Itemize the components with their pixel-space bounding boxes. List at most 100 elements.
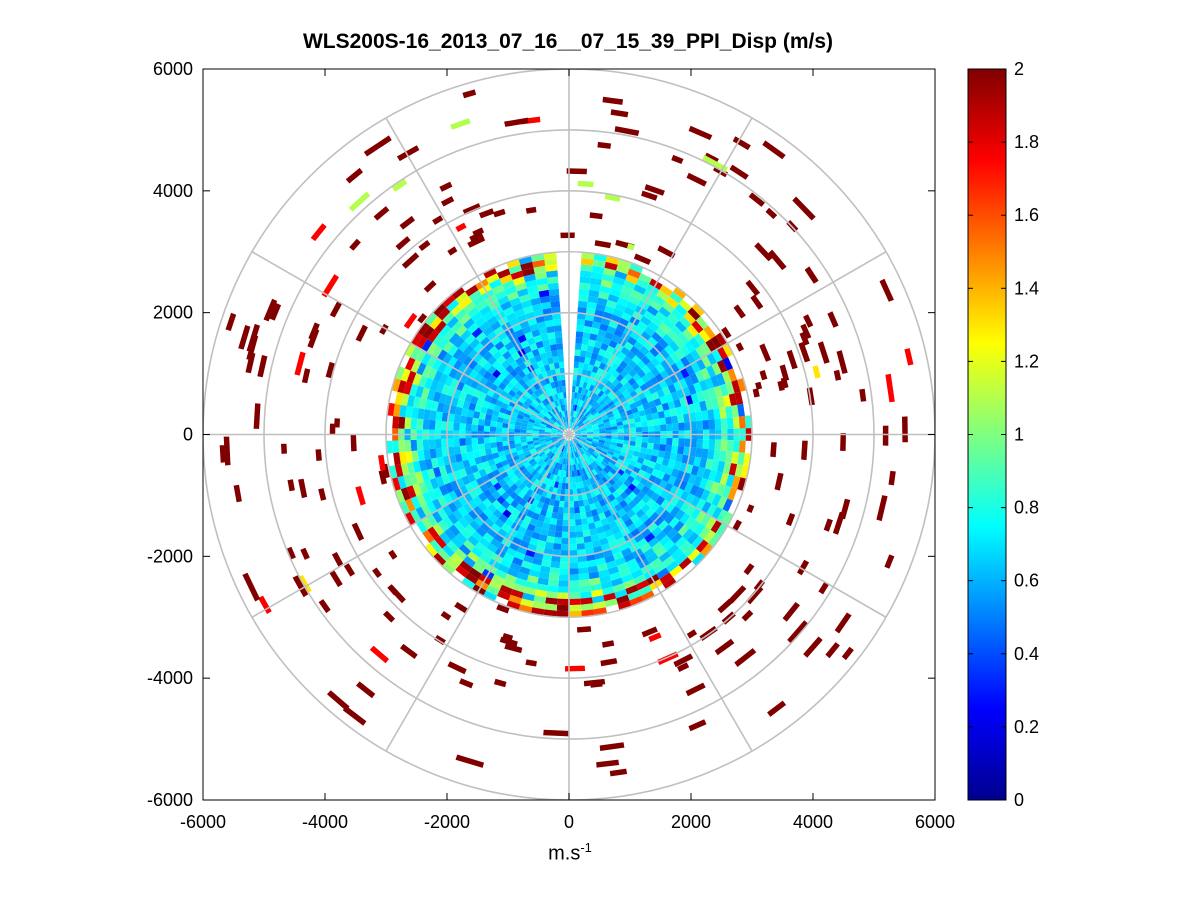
field-cell (674, 320, 687, 333)
field-cell (607, 566, 620, 575)
field-cell (437, 337, 449, 350)
field-cell (469, 231, 484, 242)
field-cell (818, 582, 829, 595)
field-cell (574, 506, 580, 514)
field-cell (611, 525, 621, 535)
field-cell (471, 437, 478, 445)
field-cell (579, 462, 584, 469)
field-cell (640, 527, 652, 538)
field-cell (546, 479, 553, 486)
field-cell (591, 410, 598, 416)
field-cell (719, 383, 729, 397)
field-cell (659, 444, 667, 452)
field-cell (578, 288, 590, 296)
field-cell (472, 450, 481, 459)
field-cell (406, 462, 416, 475)
field-cell (603, 592, 617, 602)
field-cell (530, 392, 538, 400)
field-cell (569, 574, 580, 581)
field-cell (569, 531, 577, 539)
field-cell (578, 362, 585, 369)
field-cell (600, 469, 608, 477)
field-cell (528, 467, 536, 474)
field-cell (584, 319, 594, 328)
field-cell (573, 438, 579, 443)
field-cell (539, 295, 551, 304)
field-cell (521, 299, 532, 309)
field-cell (733, 304, 746, 319)
field-cell (571, 464, 575, 471)
field-cell (511, 411, 519, 418)
field-cell (547, 411, 554, 417)
field-cell (643, 341, 654, 352)
field-cell (516, 288, 529, 298)
field-cell (684, 340, 696, 353)
field-cell (902, 416, 908, 443)
field-cell (583, 388, 589, 396)
field-cell (651, 468, 660, 478)
field-cell (421, 503, 432, 517)
field-cell (501, 377, 511, 386)
field-cell (714, 471, 723, 484)
field-cell (785, 513, 796, 527)
field-cell (619, 411, 627, 418)
field-cell (594, 240, 612, 249)
field-cell (506, 258, 521, 269)
field-cell (427, 489, 438, 502)
field-cell (431, 358, 443, 371)
field-cell (695, 498, 707, 511)
field-cell (457, 506, 469, 517)
field-cell (565, 446, 568, 453)
field-cell (604, 529, 614, 538)
field-cell (427, 367, 438, 380)
field-cell (526, 407, 534, 414)
field-cell (509, 491, 518, 500)
field-cell (636, 538, 648, 549)
field-cell (561, 482, 566, 490)
field-cell (395, 236, 411, 251)
field-cell (478, 412, 487, 420)
field-cell (540, 423, 547, 427)
field-cell (484, 442, 491, 450)
field-cell (552, 543, 562, 550)
field-cell (598, 399, 606, 406)
field-cell (623, 495, 633, 505)
field-cell (526, 438, 533, 442)
field-cell (564, 495, 569, 502)
field-cell (458, 517, 470, 529)
field-cell (598, 569, 610, 578)
field-cell (545, 414, 551, 420)
field-cell (487, 494, 497, 504)
field-cell (508, 440, 515, 446)
field-cell (506, 479, 515, 488)
field-cell (478, 468, 487, 478)
field-cell (575, 398, 580, 406)
field-cell (471, 327, 483, 339)
field-cell (707, 409, 715, 420)
field-cell (532, 399, 540, 406)
field-cell (554, 400, 559, 407)
field-cell (434, 439, 442, 449)
field-cell (455, 754, 484, 768)
field-cell (558, 405, 563, 412)
field-cell (468, 509, 479, 521)
field-cell (596, 367, 604, 376)
field-cell (768, 249, 787, 271)
field-cell (580, 439, 586, 443)
field-cell (475, 300, 489, 312)
field-cell (421, 365, 432, 378)
azimuth-spoke (568, 251, 887, 436)
field-cell (429, 539, 443, 553)
field-cell (695, 539, 709, 553)
field-cell (442, 311, 455, 325)
field-cell (884, 554, 895, 569)
field-cell (722, 511, 734, 526)
field-cell (715, 332, 728, 347)
field-cell (611, 362, 620, 371)
field-cell (574, 429, 581, 433)
field-cell (434, 535, 447, 549)
field-cell (695, 316, 709, 330)
field-cell (506, 504, 516, 514)
field-cell (510, 589, 524, 599)
field-cell (585, 412, 592, 419)
